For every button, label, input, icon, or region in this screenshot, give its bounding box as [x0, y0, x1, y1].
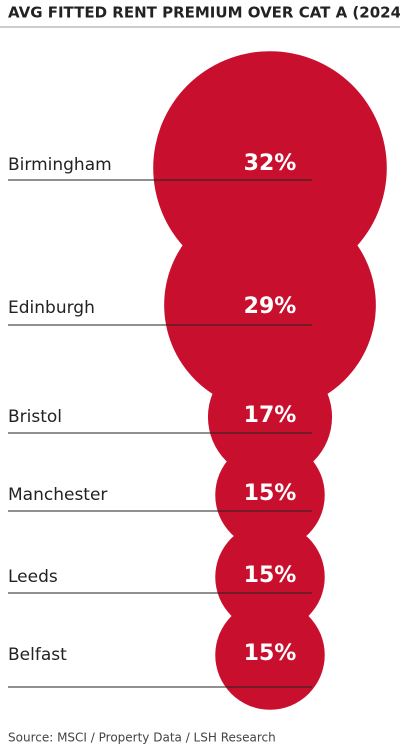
bubbles	[153, 51, 387, 710]
value-label: 17%	[244, 403, 297, 428]
value-label: 32%	[244, 151, 297, 176]
rows: Birmingham 32% Edinburgh 29% Bristol 17% Manch…	[8, 151, 312, 688]
category-label: Manchester	[8, 485, 107, 505]
category-label: Belfast	[8, 645, 67, 665]
source-note: Source: MSCI / Property Data / LSH Resea…	[8, 731, 276, 745]
category-label: Bristol	[8, 407, 62, 427]
bubble	[164, 199, 376, 411]
category-label: Edinburgh	[8, 298, 95, 318]
value-label: 15%	[244, 481, 297, 506]
category-label: Leeds	[8, 567, 58, 587]
value-label: 29%	[244, 294, 297, 319]
chart-title: AVG FITTED RENT PREMIUM OVER CAT A (2024…	[8, 4, 400, 22]
bubble	[207, 354, 333, 480]
bubble	[215, 440, 325, 550]
bubble	[215, 600, 325, 710]
category-label: Birmingham	[8, 155, 112, 175]
bubble	[215, 522, 325, 632]
value-label: 15%	[244, 641, 297, 666]
value-label: 15%	[244, 563, 297, 588]
